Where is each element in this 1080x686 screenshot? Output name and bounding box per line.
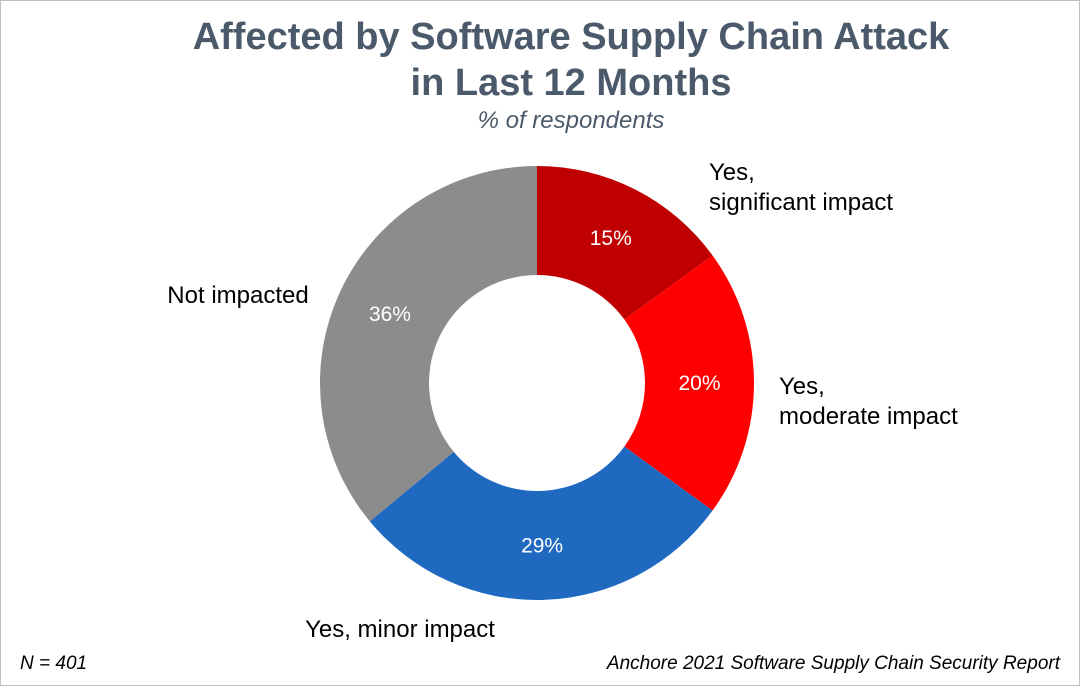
category-label-line: moderate impact xyxy=(779,403,958,430)
donut-slice-moderate xyxy=(624,255,754,511)
slice-value-label-minor: 29% xyxy=(521,534,563,557)
category-label-moderate: Yes, moderate impact xyxy=(779,373,958,430)
chart-title-line-2: in Last 12 Months xyxy=(410,62,732,104)
category-label-line: Yes, xyxy=(709,159,755,186)
donut-slice-significant xyxy=(537,166,713,320)
category-label-line: Not impacted xyxy=(167,282,308,309)
donut-slice-minor xyxy=(369,446,713,601)
category-label-line: Yes, minor impact xyxy=(305,616,495,643)
chart-subtitle: % of respondents xyxy=(477,107,665,134)
donut-slice-not-impacted xyxy=(320,166,537,522)
category-label-not-impacted: Not impacted xyxy=(167,282,308,309)
category-label-line: Yes, xyxy=(779,373,825,400)
slice-value-label-significant: 15% xyxy=(590,227,632,250)
sample-size-note: N = 401 xyxy=(20,653,88,674)
source-note: Anchore 2021 Software Supply Chain Secur… xyxy=(606,653,1060,674)
category-label-significant: Yes, significant impact xyxy=(709,159,893,216)
chart-title-line-1: Affected by Software Supply Chain Attack xyxy=(192,16,950,58)
category-label-minor: Yes, minor impact xyxy=(305,616,495,643)
slice-value-label-moderate: 20% xyxy=(678,372,720,395)
slice-value-label-not-impacted: 36% xyxy=(369,303,411,326)
category-label-line: significant impact xyxy=(709,189,893,216)
